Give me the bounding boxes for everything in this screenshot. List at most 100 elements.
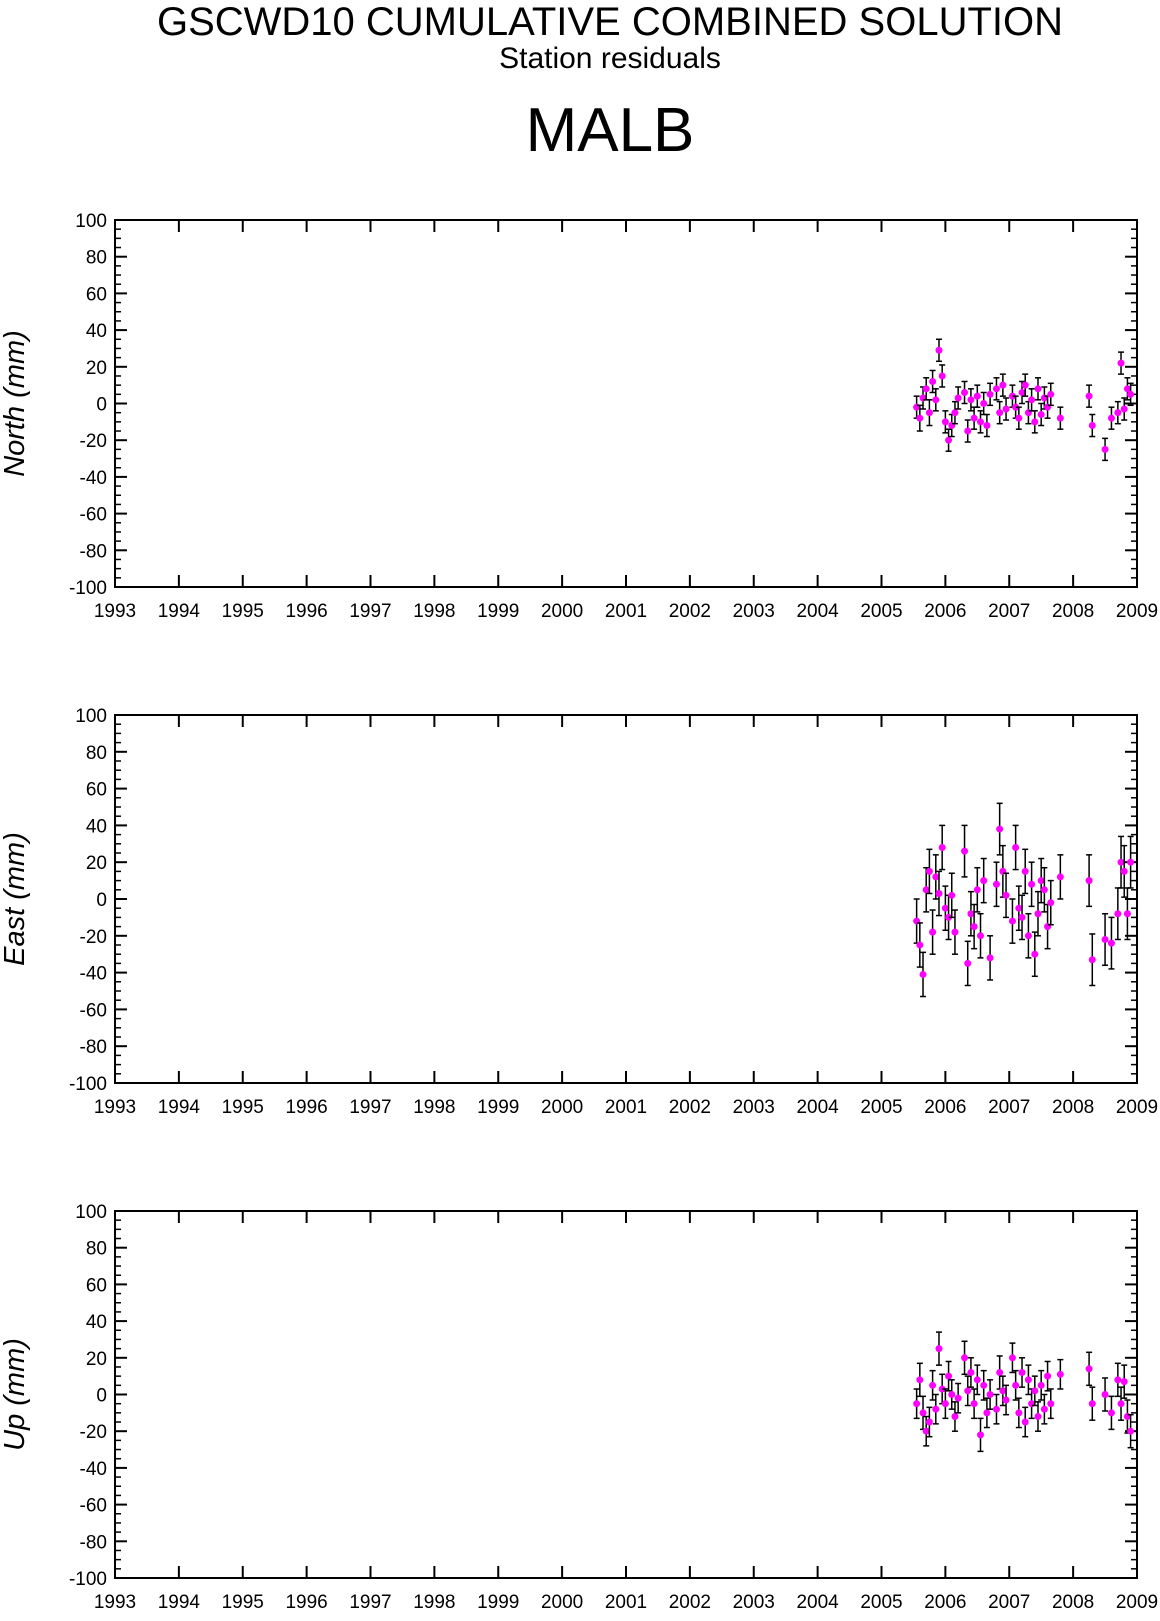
data-point — [935, 1345, 943, 1353]
data-point — [964, 1387, 972, 1395]
x-tick-label: 2006 — [924, 601, 966, 622]
data-point — [954, 1394, 962, 1402]
x-tick-label: 2006 — [924, 1592, 966, 1613]
data-point — [929, 928, 937, 936]
data-point — [932, 1405, 940, 1413]
data-point — [941, 904, 949, 912]
x-tick-label: 2004 — [796, 601, 839, 622]
x-tick-label: 2002 — [669, 601, 711, 622]
data-point — [1117, 359, 1125, 367]
data-point — [1024, 1376, 1032, 1384]
data-point — [1123, 385, 1131, 393]
data-point — [973, 392, 981, 400]
data-point — [1088, 956, 1096, 964]
data-point — [1107, 939, 1115, 947]
data-point — [992, 1405, 1000, 1413]
x-tick-label: 2007 — [988, 1592, 1030, 1613]
data-point — [1120, 405, 1128, 413]
data-point — [973, 886, 981, 894]
x-tick-label: 1997 — [349, 1097, 391, 1118]
data-point — [1024, 932, 1032, 940]
data-point — [916, 1376, 924, 1384]
data-point — [1031, 418, 1039, 426]
data-point — [1012, 403, 1020, 411]
data-point — [1044, 1372, 1052, 1380]
data-point — [1085, 877, 1093, 885]
x-tick-label: 1996 — [285, 601, 327, 622]
y-tick-label: 20 — [86, 358, 107, 379]
data-point — [1018, 913, 1026, 921]
x-tick-label: 2008 — [1052, 1097, 1094, 1118]
data-point — [1034, 1413, 1042, 1421]
y-tick-label: 60 — [86, 780, 107, 801]
y-tick-label: 100 — [75, 211, 107, 232]
data-point — [1002, 1396, 1010, 1404]
data-point — [980, 877, 988, 885]
data-point — [986, 1391, 994, 1398]
data-point — [932, 396, 940, 404]
data-point — [999, 381, 1007, 389]
data-point — [1047, 899, 1055, 907]
data-point — [977, 418, 985, 426]
y-tick-label: 20 — [86, 853, 107, 874]
x-tick-label: 1997 — [349, 1592, 391, 1613]
data-point — [916, 414, 924, 422]
data-point — [1037, 877, 1045, 885]
data-point — [1015, 1409, 1023, 1417]
x-tick-label: 2001 — [605, 1097, 647, 1118]
data-point — [1012, 843, 1020, 851]
station-name: MALB — [525, 96, 695, 165]
data-point — [1114, 1376, 1122, 1384]
x-tick-label: 2002 — [669, 1097, 711, 1118]
y-tick-label: -80 — [80, 1532, 107, 1553]
y-tick-label: 40 — [86, 1312, 107, 1333]
data-point — [1088, 422, 1096, 430]
y-tick-label: -60 — [80, 1496, 107, 1517]
data-point — [922, 886, 930, 894]
x-tick-label: 2009 — [1116, 1097, 1158, 1118]
data-point — [1015, 414, 1023, 422]
data-point — [925, 409, 933, 417]
data-point — [964, 427, 972, 435]
data-point — [1012, 1381, 1020, 1389]
x-tick-label: 1993 — [94, 601, 136, 622]
data-point — [1040, 1405, 1048, 1413]
x-tick-label: 1998 — [413, 1097, 455, 1118]
y-tick-label: -20 — [80, 1422, 107, 1443]
y-tick-label: -20 — [80, 927, 107, 948]
data-point — [980, 400, 988, 407]
x-tick-label: 2002 — [669, 1592, 711, 1613]
y-tick-label: 80 — [86, 248, 107, 269]
y-tick-label: 80 — [86, 743, 107, 764]
x-tick-label: 2005 — [860, 1097, 902, 1118]
data-point — [970, 923, 978, 931]
data-point — [1028, 880, 1036, 888]
chart-subtitle: Station residuals — [499, 42, 721, 75]
y-tick-label: 20 — [86, 1349, 107, 1370]
data-point — [986, 390, 994, 398]
y-tick-label: 0 — [96, 1386, 107, 1407]
x-tick-label: 2007 — [988, 1097, 1030, 1118]
data-point — [919, 970, 927, 978]
data-point — [970, 414, 978, 422]
x-tick-label: 2005 — [860, 1592, 902, 1613]
data-point — [1114, 910, 1122, 918]
data-point — [1085, 392, 1093, 400]
x-tick-label: 1995 — [222, 1097, 264, 1118]
data-point — [967, 1368, 975, 1376]
data-point — [929, 1381, 937, 1389]
x-tick-label: 2003 — [733, 1097, 775, 1118]
y-axis-label: East (mm) — [0, 832, 31, 966]
data-point — [1107, 414, 1115, 422]
data-point — [941, 1400, 949, 1408]
data-point — [1008, 1354, 1016, 1362]
data-point — [951, 1413, 959, 1421]
data-point — [961, 388, 969, 396]
data-point — [1002, 891, 1010, 899]
data-point — [945, 1372, 953, 1380]
data-point — [1117, 858, 1125, 866]
x-tick-label: 2008 — [1052, 1592, 1094, 1613]
y-axis-label: Up (mm) — [0, 1338, 31, 1451]
data-point — [973, 1376, 981, 1384]
x-tick-label: 2005 — [860, 601, 902, 622]
